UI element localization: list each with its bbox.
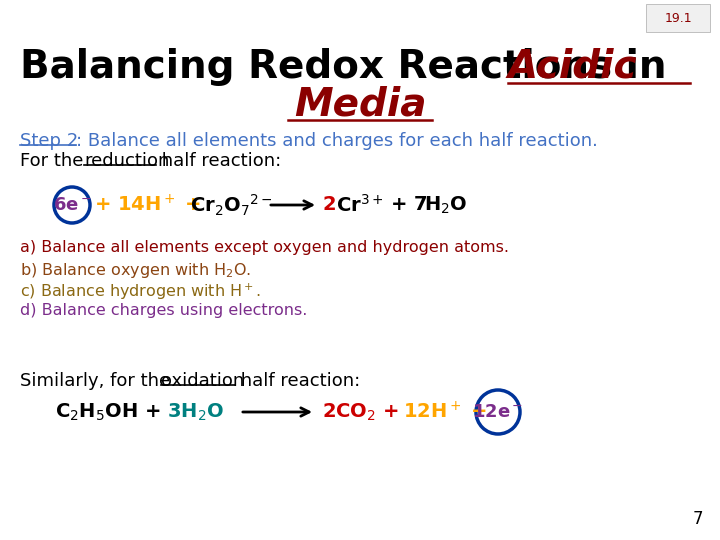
Text: 12H$^+$ +: 12H$^+$ +: [403, 401, 487, 423]
Text: 12e$^-$: 12e$^-$: [472, 403, 523, 421]
Text: Media: Media: [294, 85, 426, 123]
Text: Balancing Redox Reactions in: Balancing Redox Reactions in: [20, 48, 667, 86]
FancyBboxPatch shape: [646, 4, 710, 32]
Text: d) Balance charges using electrons.: d) Balance charges using electrons.: [20, 303, 307, 318]
Text: a) Balance all elements except oxygen and hydrogen atoms.: a) Balance all elements except oxygen an…: [20, 240, 509, 255]
Text: 2CO$_2$ +: 2CO$_2$ +: [322, 401, 399, 423]
Text: Similarly, for the: Similarly, for the: [20, 372, 176, 390]
Text: C$_2$H$_5$OH +: C$_2$H$_5$OH +: [55, 401, 161, 423]
Text: 7: 7: [693, 510, 703, 528]
Text: Acidic: Acidic: [508, 48, 637, 86]
Text: : Balance all elements and charges for each half reaction.: : Balance all elements and charges for e…: [76, 132, 598, 150]
Text: 3H$_2$O: 3H$_2$O: [167, 401, 224, 423]
Text: half reaction:: half reaction:: [235, 372, 360, 390]
Text: 6e$^-$: 6e$^-$: [53, 196, 91, 214]
Text: + 7H$_2$O: + 7H$_2$O: [390, 194, 467, 215]
Text: 2: 2: [323, 195, 337, 214]
Text: Cr$_2$O$_7$$^{2-}$: Cr$_2$O$_7$$^{2-}$: [190, 192, 273, 218]
Text: 19.1: 19.1: [664, 11, 692, 24]
Text: For the: For the: [20, 152, 89, 170]
Text: oxidation: oxidation: [161, 372, 244, 390]
Text: Cr$^{3+}$: Cr$^{3+}$: [336, 194, 384, 216]
Text: c) Balance hydrogen with H$^+$.: c) Balance hydrogen with H$^+$.: [20, 282, 261, 302]
Text: b) Balance oxygen with H$_2$O.: b) Balance oxygen with H$_2$O.: [20, 261, 251, 280]
Text: Step 2: Step 2: [20, 132, 78, 150]
Text: + 14H$^+$ +: + 14H$^+$ +: [94, 194, 202, 215]
Text: reduction: reduction: [84, 152, 169, 170]
Text: half reaction:: half reaction:: [156, 152, 282, 170]
